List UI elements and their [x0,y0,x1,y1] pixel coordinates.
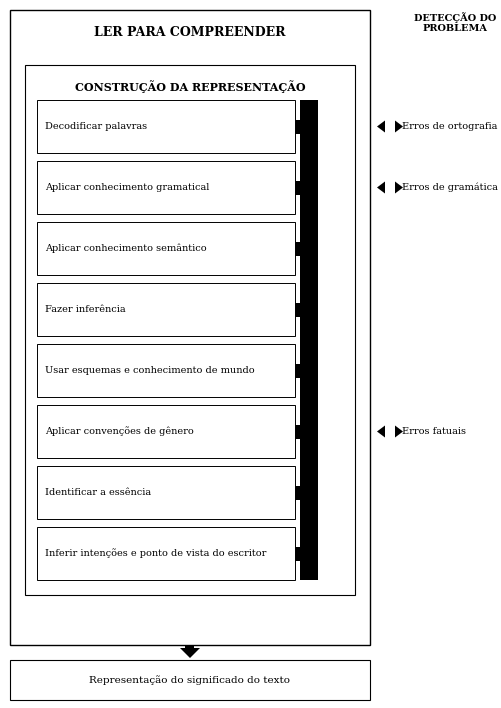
Text: Erros fatuais: Erros fatuais [401,427,465,436]
Text: Inferir intenções e ponto de vista do escritor: Inferir intenções e ponto de vista do es… [45,549,266,559]
Bar [295,425,300,438]
Bar [295,547,300,561]
Text: LER PARA COMPREENDER: LER PARA COMPREENDER [94,25,285,38]
Text: Decodificar palavras: Decodificar palavras [45,122,147,131]
Bar [37,405,295,458]
Text: Representação do significado do texto: Representação do significado do texto [89,675,290,685]
Bar [10,660,369,700]
Bar [37,344,295,397]
Bar [300,100,317,580]
Bar [295,120,300,134]
Bar [295,363,300,377]
Bar [295,486,300,500]
Text: Erros de ortografia: Erros de ortografia [401,122,496,131]
Bar [37,161,295,214]
Text: Fazer inferência: Fazer inferência [45,305,125,314]
Polygon shape [394,120,402,132]
Polygon shape [394,181,402,193]
Bar [295,302,300,316]
Bar [37,527,295,580]
Bar [37,466,295,519]
Text: Aplicar conhecimento gramatical: Aplicar conhecimento gramatical [45,183,209,192]
Polygon shape [376,120,384,132]
Text: Aplicar convenções de gênero: Aplicar convenções de gênero [45,427,193,436]
Polygon shape [180,648,199,658]
Bar [10,10,369,645]
Text: CONSTRUÇÃO DA REPRESENTAÇÃO: CONSTRUÇÃO DA REPRESENTAÇÃO [75,81,305,93]
Bar [25,65,354,595]
Bar [295,181,300,195]
Text: Identificar a essência: Identificar a essência [45,488,151,497]
Text: Usar esquemas e conhecimento de mundo: Usar esquemas e conhecimento de mundo [45,366,254,375]
Bar [185,645,194,653]
Text: Erros de gramática: Erros de gramática [401,183,497,193]
Text: DETECÇÃO DO
PROBLEMA: DETECÇÃO DO PROBLEMA [413,12,495,33]
Text: Aplicar conhecimento semântico: Aplicar conhecimento semântico [45,244,206,253]
Polygon shape [376,181,384,193]
Bar [37,222,295,275]
Bar [295,241,300,256]
Bar [37,100,295,153]
Bar [37,283,295,336]
Polygon shape [394,426,402,438]
Polygon shape [376,426,384,438]
